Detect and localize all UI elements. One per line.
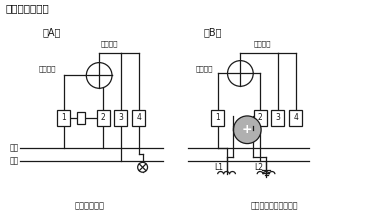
Text: 电压线圈: 电压线圈 [253, 41, 271, 48]
Text: 经电流互感器接入电表: 经电流互感器接入电表 [250, 201, 298, 210]
Text: 4: 4 [136, 113, 141, 122]
Text: 4: 4 [293, 113, 298, 122]
Text: 零线: 零线 [10, 157, 19, 166]
Bar [272, 110, 284, 126]
Text: 电流线圈: 电流线圈 [39, 66, 57, 72]
Text: 1: 1 [215, 113, 220, 122]
Circle shape [228, 61, 253, 86]
Bar [57, 110, 70, 126]
Bar [254, 110, 267, 126]
Text: L2: L2 [254, 163, 263, 172]
Bar [115, 110, 127, 126]
Circle shape [138, 162, 147, 172]
Text: 直接接入电表: 直接接入电表 [74, 201, 104, 210]
Bar [211, 110, 224, 126]
Text: 火线: 火线 [10, 143, 19, 152]
Bar [97, 110, 110, 126]
Text: 电压线圈: 电压线圈 [100, 41, 118, 48]
Text: （A）: （A） [42, 27, 61, 37]
Circle shape [233, 116, 261, 144]
Text: 3: 3 [275, 113, 280, 122]
Bar [132, 110, 145, 126]
Text: （B）: （B） [204, 27, 222, 37]
Text: 2: 2 [258, 113, 262, 122]
Text: 1: 1 [61, 113, 66, 122]
Text: +: + [242, 123, 253, 136]
Bar [78, 112, 85, 124]
Bar [289, 110, 302, 126]
Circle shape [86, 63, 112, 88]
Text: 电流线圈: 电流线圈 [196, 66, 214, 72]
Text: 3: 3 [118, 113, 123, 122]
Text: 单相电表接线图: 单相电表接线图 [5, 3, 49, 13]
Text: L1: L1 [215, 163, 224, 172]
Text: 2: 2 [101, 113, 105, 122]
